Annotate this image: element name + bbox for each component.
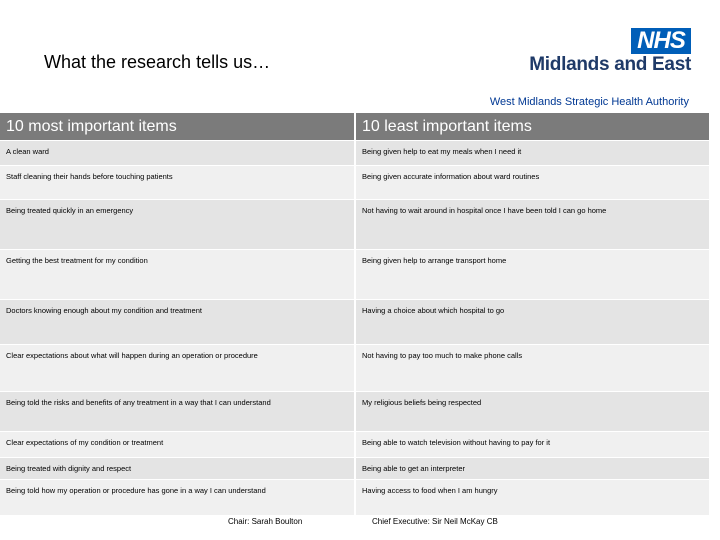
table-row: Doctors knowing enough about my conditio… xyxy=(0,299,711,345)
table-cell: My religious beliefs being respected xyxy=(355,391,711,432)
table-cell: Being treated quickly in an emergency xyxy=(0,199,356,250)
table-cell: Doctors knowing enough about my conditio… xyxy=(0,299,356,345)
table-row: Being told how my operation or procedure… xyxy=(0,479,711,515)
table-cell: Being told how my operation or procedure… xyxy=(0,479,356,515)
table-row: A clean ward Being given help to eat my m… xyxy=(0,140,711,166)
table-cell: Being able to get an interpreter xyxy=(355,457,711,480)
table-cell: Clear expectations about what will happe… xyxy=(0,344,356,392)
table-cell: Being given help to arrange transport ho… xyxy=(355,249,711,300)
table-cell: Being able to watch television without h… xyxy=(355,431,711,458)
chair: Chair: Sarah Boulton xyxy=(228,517,303,526)
table-cell: Clear expectations of my condition or tr… xyxy=(0,431,356,458)
logo-region: Midlands and East xyxy=(529,54,691,75)
table-cell: Not having to wait around in hospital on… xyxy=(355,199,711,250)
items-table: 10 most important items 10 least importa… xyxy=(0,113,711,515)
table-cell: Being given help to eat my meals when I … xyxy=(355,140,711,166)
table-row: Getting the best treatment for my condit… xyxy=(0,249,711,300)
table-cell: Having access to food when I am hungry xyxy=(355,479,711,515)
table-cell: A clean ward xyxy=(0,140,356,166)
table-cell: Being told the risks and benefits of any… xyxy=(0,391,356,432)
table-row: Being treated quickly in an emergency Not… xyxy=(0,199,711,250)
column-header: 10 least important items xyxy=(355,113,711,141)
table-row: Clear expectations of my condition or tr… xyxy=(0,431,711,458)
table-body: A clean ward Being given help to eat my m… xyxy=(0,140,711,515)
table-cell: Being treated with dignity and respect xyxy=(0,457,356,480)
table-row: Being told the risks and benefits of any… xyxy=(0,391,711,432)
logo-mark: NHS xyxy=(631,28,691,54)
slide-title: What the research tells us… xyxy=(44,52,271,72)
table-cell: Having a choice about which hospital to … xyxy=(355,299,711,345)
table-row: Clear expectations about what will happe… xyxy=(0,344,711,392)
table-cell: Not having to pay too much to make phone… xyxy=(355,344,711,392)
table-cell: Getting the best treatment for my condit… xyxy=(0,249,356,300)
chief-executive: Chief Executive: Sir Neil McKay CB xyxy=(372,517,498,526)
table-cell: Staff cleaning their hands before touchi… xyxy=(0,165,356,200)
table-row: Being treated with dignity and respect Be… xyxy=(0,457,711,480)
table-cell: Being given accurate information about w… xyxy=(355,165,711,200)
header-row: 10 most important items 10 least importa… xyxy=(0,113,711,141)
column-header: 10 most important items xyxy=(0,113,356,141)
organisation: West Midlands Strategic Health Authority xyxy=(489,96,689,108)
table-row: Staff cleaning their hands before touchi… xyxy=(0,165,711,200)
